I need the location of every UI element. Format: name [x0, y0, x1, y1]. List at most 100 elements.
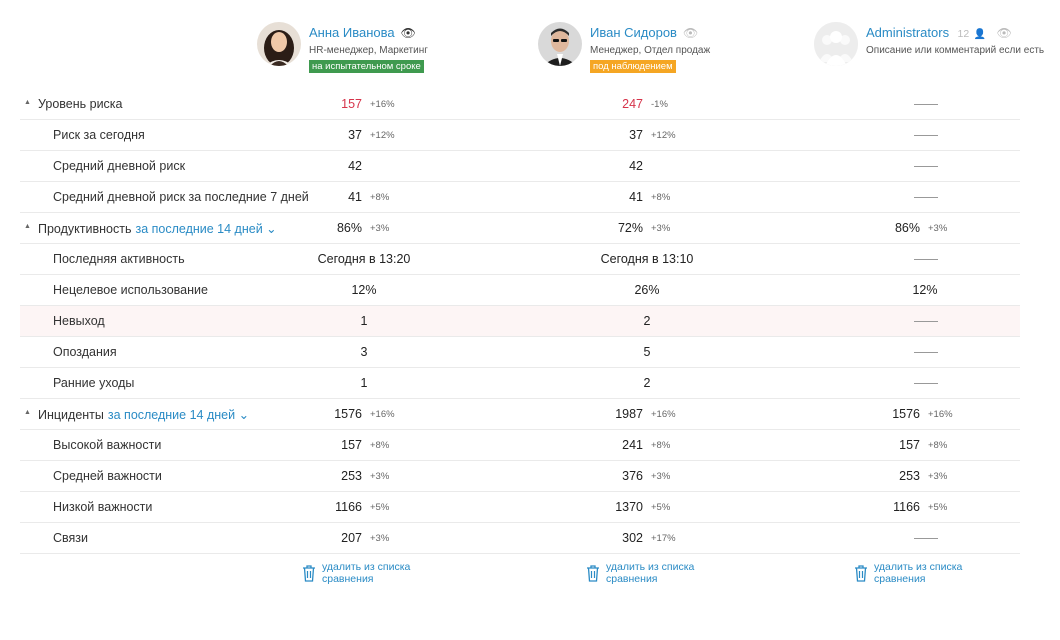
- delta-percent: +8%: [651, 192, 671, 203]
- cell-value: 157: [341, 438, 362, 452]
- empty-value-dash: [914, 104, 938, 105]
- empty-value-dash: [914, 166, 938, 167]
- member-count: 12: [957, 28, 970, 40]
- remove-link-line2[interactable]: сравнения: [322, 573, 374, 585]
- row-label: Высокой важности: [53, 438, 162, 452]
- delta-percent: +5%: [651, 502, 671, 513]
- cell-value: 86%: [336, 221, 362, 235]
- section-label[interactable]: Уровень риска: [38, 97, 123, 111]
- delta-percent: +16%: [370, 409, 395, 420]
- cell-value: 41: [629, 190, 643, 204]
- remove-link-line1[interactable]: удалить из списка: [322, 561, 411, 573]
- table-row: Средний дневной риск за последние 7 дней…: [20, 182, 1020, 213]
- period-dropdown[interactable]: за последние 14 дней ⌄: [135, 222, 277, 236]
- table-row: Высокой важности 157 +8% 241 +8% 157 +8%: [20, 430, 1020, 461]
- trash-icon[interactable]: [586, 565, 600, 582]
- status-badge: под наблюдением: [590, 60, 676, 73]
- cell-value: 157: [341, 97, 362, 111]
- group-avatar[interactable]: [814, 22, 858, 66]
- delta-percent: +8%: [370, 440, 390, 451]
- cell-value: 5: [643, 345, 651, 359]
- cell-value: Сегодня в 13:10: [600, 252, 694, 266]
- row-label: Нецелевое использование: [53, 283, 208, 297]
- avatar[interactable]: [538, 22, 582, 66]
- row-label: Риск за сегодня: [53, 128, 145, 142]
- delta-percent: +5%: [928, 502, 948, 513]
- cell-value: 41: [348, 190, 362, 204]
- status-badge: на испытательном сроке: [309, 60, 424, 73]
- row-label: Опоздания: [53, 345, 117, 359]
- delta-percent: +3%: [928, 471, 948, 482]
- cell-value: 302: [622, 531, 643, 545]
- avatar[interactable]: [257, 22, 301, 66]
- collapse-icon[interactable]: ▲: [24, 99, 31, 106]
- group-name[interactable]: Administrators: [866, 25, 950, 40]
- section-title[interactable]: Инциденты: [38, 408, 104, 422]
- chevron-down-icon: ⌄: [266, 222, 277, 236]
- table-row: Нецелевое использование 12% 26% 12%: [20, 275, 1020, 306]
- cell-value: 1: [360, 314, 368, 328]
- cell-value: 72%: [617, 221, 643, 235]
- eye-icon[interactable]: 👁: [400, 25, 416, 40]
- delta-percent: +3%: [651, 223, 671, 234]
- collapse-icon[interactable]: ▲: [24, 223, 31, 230]
- cell-value: 2: [643, 314, 651, 328]
- remove-link-line1[interactable]: удалить из списка: [874, 561, 963, 573]
- delta-percent: +12%: [651, 130, 676, 141]
- user-name[interactable]: Иван Сидоров: [590, 25, 677, 40]
- delta-percent: +8%: [928, 440, 948, 451]
- row-label: Средний дневной риск за последние 7 дней: [53, 190, 309, 204]
- row-label: Низкой важности: [53, 500, 153, 514]
- delta-percent: +3%: [928, 223, 948, 234]
- trash-icon[interactable]: [302, 565, 316, 582]
- section-title[interactable]: Продуктивность: [38, 222, 132, 236]
- table-row: Связи 207 +3% 302 +17%: [20, 523, 1020, 554]
- empty-value-dash: [914, 321, 938, 322]
- cell-value: 1576: [334, 407, 362, 421]
- user-icon: 👤: [973, 29, 987, 40]
- delta-percent: +3%: [370, 533, 390, 544]
- cell-value: 42: [348, 159, 362, 173]
- empty-value-dash: [914, 197, 938, 198]
- collapse-icon[interactable]: ▲: [24, 409, 31, 416]
- table-row: ▲ Инциденты за последние 14 дней ⌄ 1576 +1…: [20, 399, 1020, 430]
- cell-value: 1166: [335, 500, 362, 514]
- cell-value: 207: [341, 531, 362, 545]
- eye-icon[interactable]: 👁: [682, 25, 699, 40]
- remove-link-line1[interactable]: удалить из списка: [606, 561, 695, 573]
- remove-link-line2[interactable]: сравнения: [606, 573, 658, 585]
- table-row: ▲ Уровень риска 157 +16% 247 -1%: [20, 89, 1020, 120]
- row-label: Средней важности: [53, 469, 162, 483]
- cell-value: 2: [643, 376, 651, 390]
- empty-value-dash: [914, 259, 938, 260]
- delta-percent: +8%: [651, 440, 671, 451]
- delta-percent: +3%: [651, 471, 671, 482]
- table-row: Риск за сегодня 37 +12% 37 +12%: [20, 120, 1020, 151]
- group-description: Описание или комментарий если есть: [866, 45, 1045, 56]
- row-label: Ранние уходы: [53, 376, 135, 390]
- cell-value: 1370: [615, 500, 643, 514]
- empty-value-dash: [914, 135, 938, 136]
- table-row: Опоздания 3 5: [20, 337, 1020, 368]
- trash-icon[interactable]: [854, 565, 868, 582]
- delta-percent: +17%: [651, 533, 676, 544]
- table-row: Средний дневной риск 42 42: [20, 151, 1020, 182]
- user-name[interactable]: Анна Иванова: [309, 25, 395, 40]
- delta-percent: +16%: [928, 409, 953, 420]
- eye-icon[interactable]: 👁: [996, 25, 1012, 40]
- cell-value: 1: [360, 376, 368, 390]
- table-row: Низкой важности 1166 +5% 1370 +5% 1166 +5%: [20, 492, 1020, 523]
- user-column-0: Анна Иванова 👁 HR-менеджер, Маркетинг на …: [257, 22, 497, 78]
- delta-percent: +3%: [370, 223, 390, 234]
- cell-value: Сегодня в 13:20: [317, 252, 411, 266]
- empty-value-dash: [914, 352, 938, 353]
- period-dropdown[interactable]: за последние 14 дней ⌄: [107, 408, 250, 422]
- cell-value: 86%: [894, 221, 920, 235]
- cell-value: 157: [899, 438, 920, 452]
- delta-percent: +3%: [370, 471, 390, 482]
- remove-link-line2[interactable]: сравнения: [874, 573, 926, 585]
- row-label: Средний дневной риск: [53, 159, 186, 173]
- delta-percent: +16%: [651, 409, 676, 420]
- cell-value: 12%: [912, 283, 938, 297]
- delta-percent: +12%: [370, 130, 395, 141]
